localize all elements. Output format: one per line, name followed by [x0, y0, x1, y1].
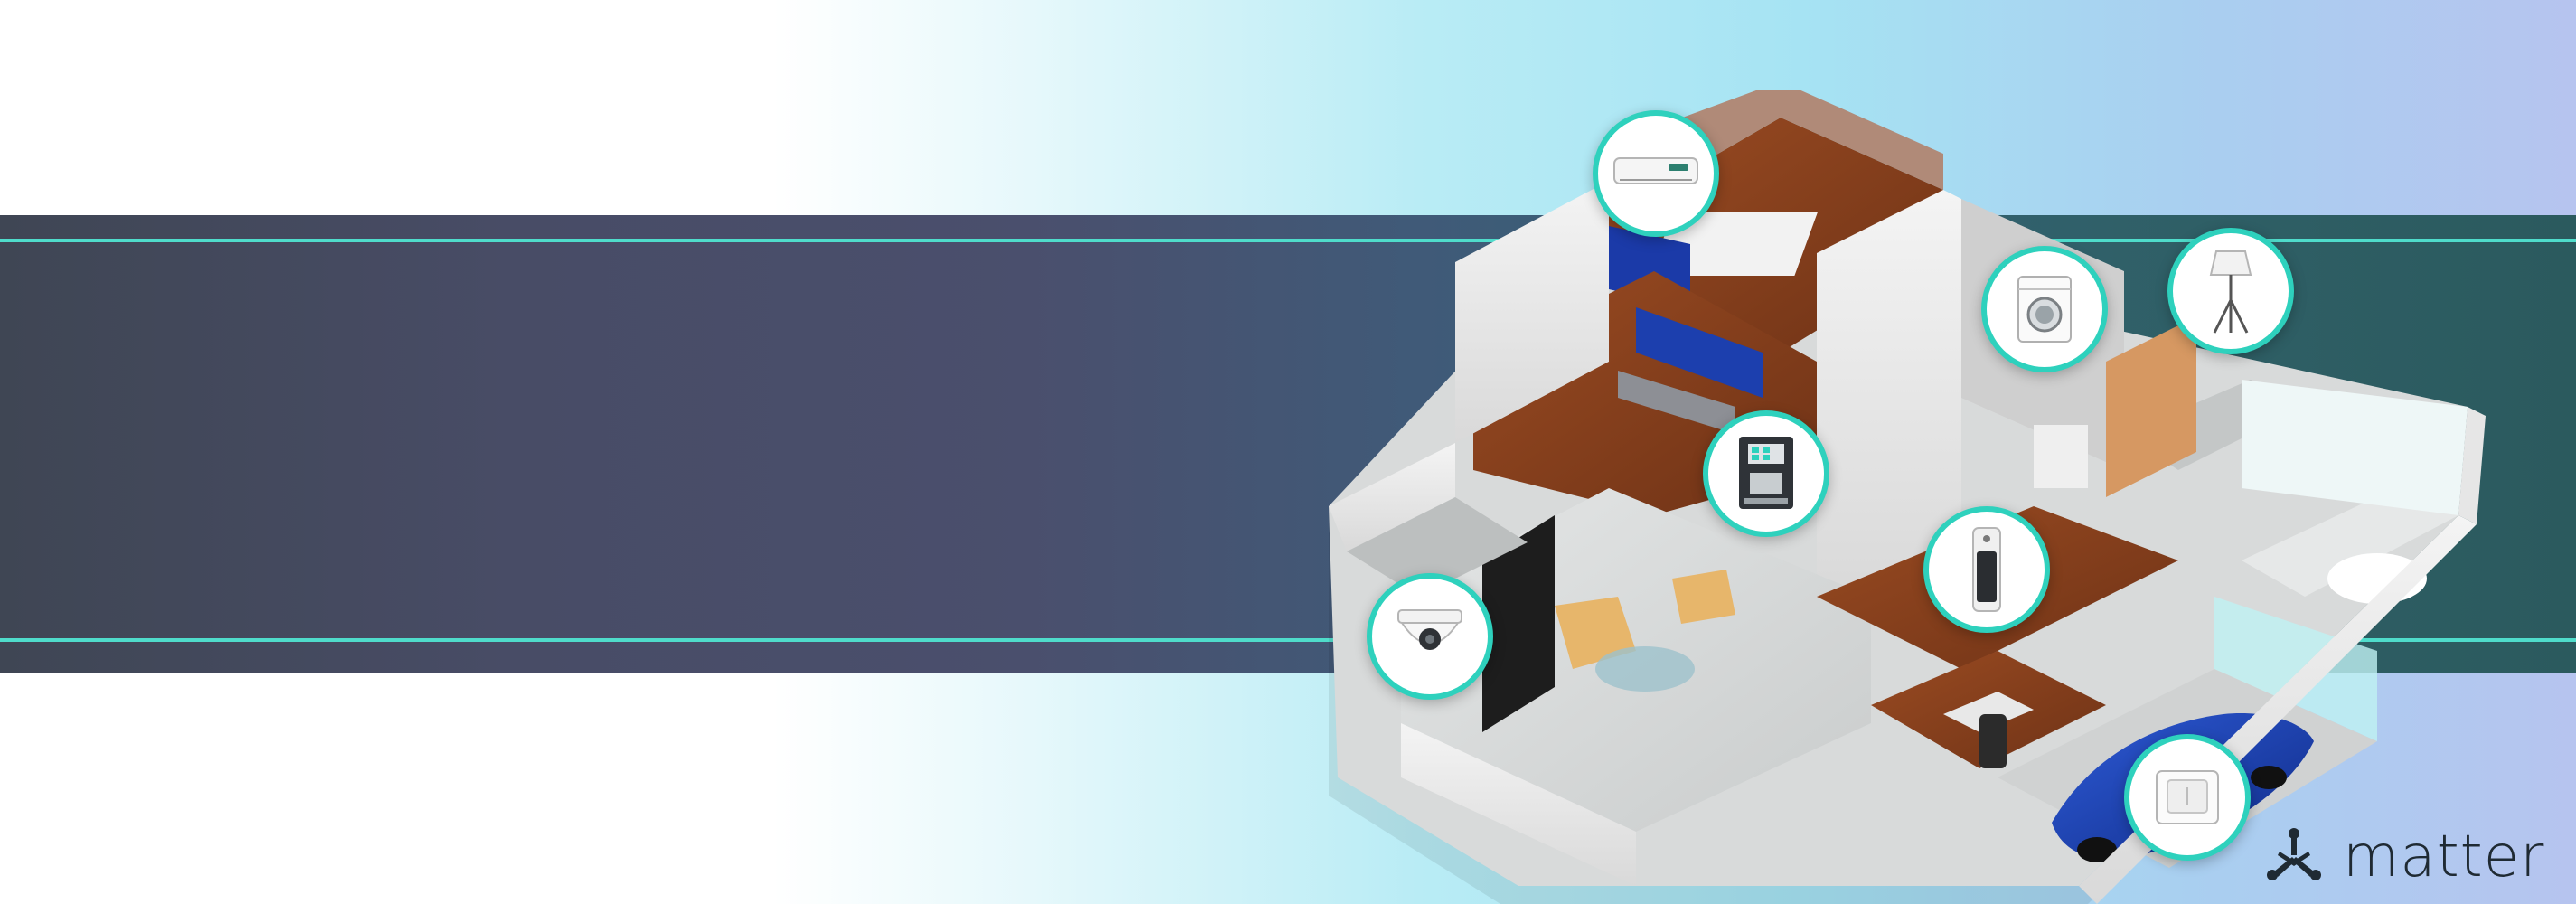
matter-logo-icon — [2267, 828, 2321, 880]
coffee-machine-icon — [1703, 410, 1829, 537]
kitchen-wall — [1455, 181, 1609, 443]
garage-wall — [2214, 597, 2377, 741]
banner-top-line — [0, 239, 2576, 242]
air-conditioner-icon — [1593, 110, 1719, 237]
kitchen-counter — [1636, 307, 1763, 398]
bathroom-floor — [2242, 488, 2458, 597]
shelving-unit — [2106, 316, 2196, 497]
banner-bottom-line — [0, 638, 2576, 642]
checker-wall — [1482, 515, 1555, 732]
washing-machine-icon — [1981, 246, 2108, 372]
bathroom-wall — [2242, 380, 2468, 515]
smart-home-illustration — [1329, 90, 2486, 904]
washer — [2034, 425, 2088, 488]
air-purifier-icon — [1923, 506, 2050, 633]
coffee-table — [1595, 646, 1695, 692]
light-switch-icon — [2124, 734, 2251, 861]
right-outer-wall — [2458, 407, 2486, 524]
security-camera-icon — [1367, 573, 1493, 700]
entry-floor — [1347, 497, 1528, 597]
matter-logo: matter — [2261, 821, 2544, 893]
entry-wall — [1329, 443, 1455, 551]
bed — [1650, 212, 1818, 276]
ev-charger — [1979, 714, 2007, 768]
dining-table — [1943, 692, 2034, 732]
matter-logo-text: matter — [2343, 824, 2545, 890]
floor-lamp-icon — [2167, 228, 2294, 354]
living-front-wall — [1401, 723, 1636, 886]
center-wall — [1817, 190, 1961, 597]
kitchen-island — [1618, 371, 1735, 434]
sofa-right — [1672, 570, 1735, 624]
